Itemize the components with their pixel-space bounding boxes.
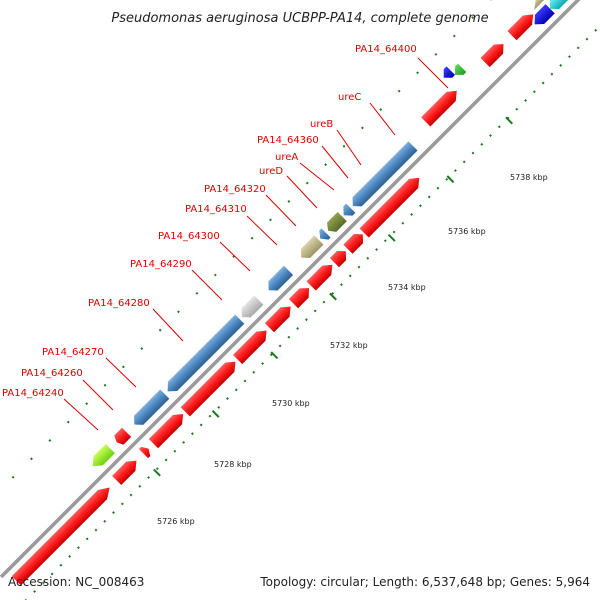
tick-label: 5732 kbp [330,341,368,350]
genome-summary-text: Topology: circular; Length: 6,537,648 bp… [259,575,590,589]
tick-labels: 5726 kbp 5728 kbp 5730 kbp 5732 kbp 5734… [157,173,548,526]
gene-forward [329,250,347,268]
tick-label: 5730 kbp [272,399,310,408]
gene-label: PA14_64320 [204,184,266,195]
gene-reverse [534,0,545,10]
gene-forward [148,413,184,449]
gene-reverse [114,427,132,445]
gene-label: PA14_64290 [130,259,192,270]
gene-forward [507,14,534,41]
gene-forward [343,233,364,254]
gene-label: PA14_64270 [42,347,104,358]
tick-label: 5736 kbp [448,227,486,236]
gene-forward [112,460,137,486]
genome-backbone [0,0,600,579]
gene-label: PA14_64360 [257,135,319,146]
gene-reverse [167,314,245,392]
gene-forward [264,306,291,333]
gene-label: PA14_64260 [21,368,83,379]
label-leader-lines [63,57,449,431]
gene-label: PA14_64300 [158,231,220,242]
inner-tick-rail [24,0,600,600]
gene-forward [306,264,333,291]
gene-reverse [134,389,170,425]
gene-reverse [241,295,264,318]
major-ticks [153,116,514,477]
accession-text: Accession: NC_008463 [8,575,144,589]
gene-forward [480,44,504,68]
tick-label: 5738 kbp [510,173,548,182]
outer-tick-rail [0,0,559,534]
gene-forward [233,330,267,365]
gene-reverse [343,203,356,216]
gene-reverse [268,265,294,291]
tick-label: 5728 kbp [214,460,252,469]
gene-reverse [534,4,555,25]
gene-reverse [443,66,456,78]
gene-reverse [92,443,115,467]
gene-label: PA14_64400 [355,44,417,55]
gene-label: ureB [310,119,333,130]
gene-forward [11,487,110,586]
gene-reverse [319,228,331,240]
tick-label: 5726 kbp [157,517,195,526]
gene-reverse [300,235,324,259]
gene-reverse [327,212,347,232]
gene-labels: PA14_64400 ureC ureB PA14_64360 ureA ure… [2,44,417,399]
tick-label: 5734 kbp [388,283,426,292]
gene-label: ureA [275,152,298,163]
gene-label: PA14_64310 [185,204,247,215]
gene-forward [421,90,457,127]
gene-label: PA14_64280 [88,298,150,309]
gene-reverse [455,63,467,75]
gene-forward [288,288,310,309]
gene-label: ureD [259,166,283,177]
gene-label: ureC [338,92,361,103]
gene-forward [359,177,420,238]
gene-reverse [352,141,418,207]
gene-forward [180,361,236,417]
gene-label: PA14_64240 [2,388,64,399]
gene-forward [138,446,151,459]
map-title: Pseudomonas aeruginosa UCBPP-PA14, compl… [111,11,488,26]
